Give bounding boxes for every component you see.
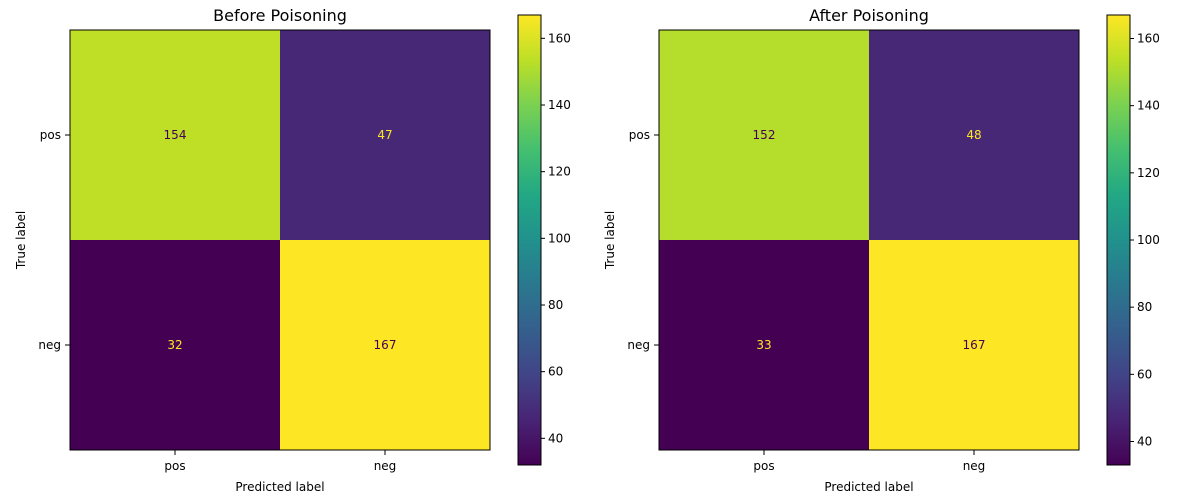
cell-value-label: 152: [753, 128, 776, 142]
colorbar-ticks: 40 60 80 100 120 140 160: [541, 31, 571, 445]
colorbar-tick-label: 120: [548, 165, 571, 179]
chart-title: Before Poisoning: [213, 6, 347, 25]
colorbar-tick-label: 140: [1137, 99, 1160, 113]
y-tick-label: pos: [629, 128, 650, 142]
x-tick-label: pos: [164, 459, 185, 473]
matrix-cell: [869, 240, 1079, 450]
colorbar-tick-label: 100: [1137, 233, 1160, 247]
chart-title: After Poisoning: [809, 6, 929, 25]
colorbar-tick-label: 160: [548, 31, 571, 45]
cell-value-label: 154: [164, 128, 187, 142]
y-axis-label: True label: [14, 211, 28, 270]
cell-value-label: 48: [966, 128, 981, 142]
colorbar-ticks: 40 60 80 100 120 140 160: [1130, 32, 1160, 448]
colorbar-tick-label: 100: [548, 231, 571, 245]
y-axis-label: True label: [603, 211, 617, 270]
cell-value-label: 167: [374, 338, 397, 352]
matrix-cells: 154 47 32 167: [70, 30, 490, 450]
colorbar-tick-label: 120: [1137, 166, 1160, 180]
colorbar-tick-label: 80: [1137, 300, 1152, 314]
cell-value-label: 167: [963, 338, 986, 352]
plot-frame: [658, 29, 1080, 451]
x-tick-label: pos: [753, 459, 774, 473]
chart-panel-after: After Poisoning 152 48 33 167 pos neg pos n…: [603, 6, 1160, 494]
x-axis-label: Predicted label: [824, 480, 913, 494]
cell-value-label: 47: [377, 128, 392, 142]
matrix-cell: [280, 30, 490, 240]
cell-value-label: 32: [167, 338, 182, 352]
cell-value-label: 33: [756, 338, 771, 352]
matrix-cell: [70, 240, 280, 450]
y-tick-label: neg: [627, 338, 650, 352]
matrix-cell: [659, 240, 869, 450]
colorbar: [1106, 14, 1131, 466]
x-tick-label: neg: [374, 459, 397, 473]
colorbar-tick-label: 140: [548, 98, 571, 112]
colorbar-tick-label: 80: [548, 298, 563, 312]
colorbar: [517, 14, 542, 466]
colorbar-tick-label: 40: [548, 431, 563, 445]
x-axis-label: Predicted label: [235, 480, 324, 494]
matrix-cell: [659, 30, 869, 240]
colorbar-tick-label: 60: [548, 365, 563, 379]
matrix-cell: [70, 30, 280, 240]
y-tick-label: neg: [38, 338, 61, 352]
colorbar-tick-label: 160: [1137, 32, 1160, 46]
matrix-cells: 152 48 33 167: [659, 30, 1079, 450]
plot-frame: [69, 29, 491, 451]
matrix-cell: [280, 240, 490, 450]
matrix-cell: [869, 30, 1079, 240]
y-tick-label: pos: [40, 128, 61, 142]
x-tick-label: neg: [963, 459, 986, 473]
colorbar-tick-label: 40: [1137, 434, 1152, 448]
colorbar-tick-label: 60: [1137, 367, 1152, 381]
